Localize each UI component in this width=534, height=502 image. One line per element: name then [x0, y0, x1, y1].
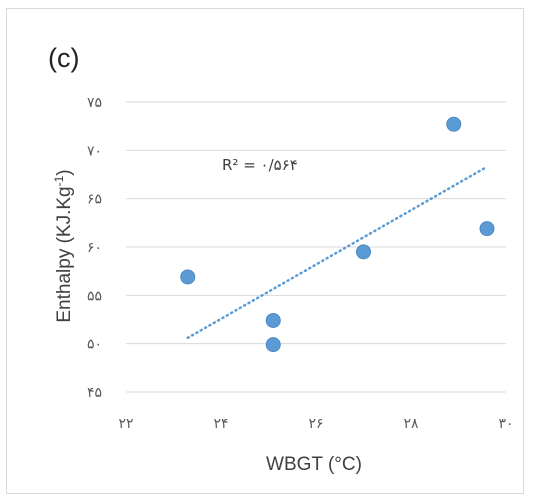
gridlines	[126, 101, 506, 393]
y-tick-label: ۷۵	[87, 95, 102, 111]
y-axis-title-close: )	[54, 169, 75, 175]
trendline	[186, 165, 489, 340]
x-axis-title: WBGT (°C)	[266, 454, 362, 475]
data-point	[479, 221, 495, 237]
x-tick-label: ۲۸	[403, 416, 419, 432]
y-tick-labels: ۴۵ ۵۰ ۵۵ ۶۰ ۶۵ ۷۰ ۷۵	[87, 95, 102, 401]
y-tick-label: ۵۵	[87, 288, 102, 304]
r-squared-label: R² = ۰/۵۶۴	[222, 156, 298, 174]
data-point	[180, 269, 196, 285]
chart-frame	[6, 8, 524, 494]
x-tick-label: ۲۴	[213, 416, 228, 432]
x-tick-label: ۳۰	[498, 416, 513, 432]
x-tick-label: ۲۶	[308, 416, 323, 432]
x-tick-labels: ۲۲ ۲۴ ۲۶ ۲۸ ۳۰	[118, 416, 513, 432]
y-tick-label: ۷۰	[87, 143, 102, 159]
data-point	[265, 312, 281, 328]
data-points	[180, 116, 495, 353]
y-tick-label: ۶۰	[87, 240, 102, 256]
y-axis-title-superscript: -1	[52, 175, 66, 186]
y-tick-label: ۶۵	[87, 192, 102, 208]
y-axis-title-main: Enthalpy (KJ.Kg	[54, 186, 75, 322]
x-tick-label: ۲۲	[118, 416, 133, 432]
y-tick-label: ۴۵	[87, 385, 102, 401]
y-axis-title: Enthalpy (KJ.Kg-1)	[52, 169, 75, 322]
y-tick-label: ۵۰	[87, 337, 102, 353]
data-point	[265, 337, 281, 353]
data-point	[446, 116, 462, 132]
data-point	[356, 244, 371, 260]
panel-label: (c)	[48, 43, 79, 73]
